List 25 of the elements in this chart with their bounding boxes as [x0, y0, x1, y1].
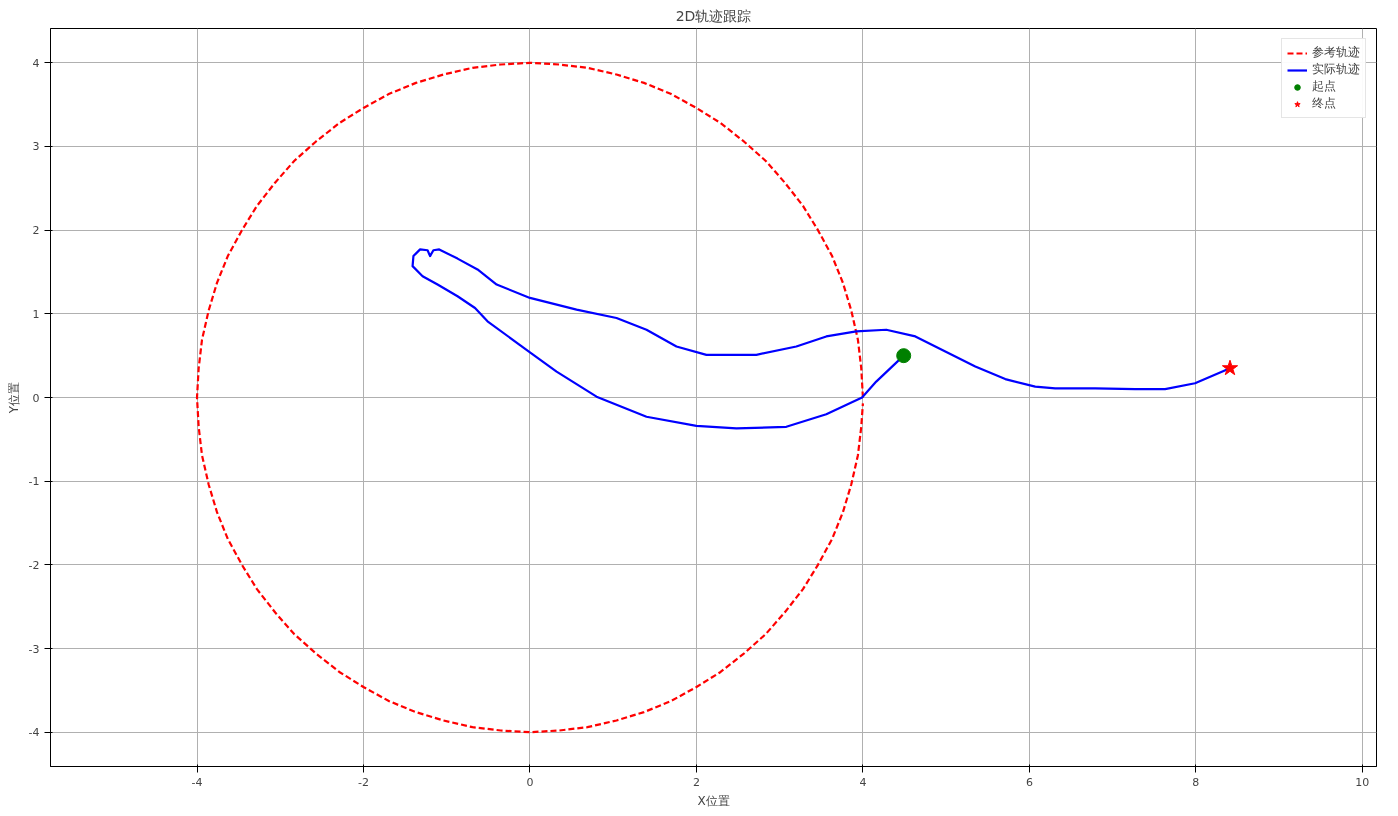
x-tick-label: -4 [191, 775, 203, 789]
y-tick-label: -4 [28, 726, 40, 740]
x-tick-label: -2 [358, 775, 369, 789]
y-tick-label: 0 [32, 391, 40, 405]
y-tick-label: -3 [28, 642, 40, 656]
x-tick-label: 8 [1192, 775, 1200, 789]
legend-label: 起点 [1312, 78, 1336, 95]
x-tick-label: 6 [1025, 775, 1033, 789]
chart-title: 2D轨迹跟踪 [675, 7, 752, 24]
y-tick-label: 1 [32, 307, 40, 321]
x-tick-label: 4 [859, 775, 867, 789]
legend-label: 实际轨迹 [1312, 61, 1360, 78]
legend-label: 参考轨迹 [1312, 44, 1360, 61]
x-tick-label: 2 [692, 775, 700, 789]
y-tick-label: -1 [28, 475, 40, 489]
line-series [195, 61, 865, 734]
legend-label: 终点 [1312, 95, 1336, 112]
y-tick-label: -2 [28, 558, 40, 572]
x-axis-title: X位置 [697, 793, 730, 808]
y-axis-title: Y位置 [6, 381, 21, 415]
x-tick-label: 10 [1355, 775, 1370, 789]
x-tick-label: 0 [526, 775, 534, 789]
y-tick-label: 2 [32, 224, 40, 238]
y-tick-label: 4 [32, 56, 40, 70]
y-tick-label: 3 [32, 140, 40, 154]
